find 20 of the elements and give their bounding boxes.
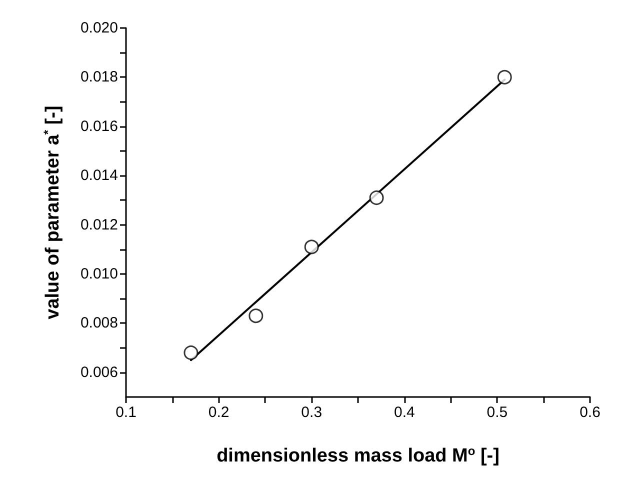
y-tick-label: 0.020 — [80, 20, 118, 36]
y-tick-label: 0.018 — [80, 68, 118, 86]
x-tick-label: 0.5 — [486, 404, 508, 421]
y-tick-label: 0.014 — [80, 167, 118, 184]
point — [497, 70, 512, 84]
y-tick-label: 0.008 — [80, 314, 118, 332]
x-tick-label: 0.6 — [580, 404, 600, 421]
y-tick-label: 0.010 — [80, 266, 118, 282]
y-tick-label: 0.016 — [80, 118, 118, 135]
x-tick-label: 0.2 — [208, 404, 230, 421]
x-tick-label: 0.4 — [394, 404, 415, 421]
point — [184, 345, 198, 360]
y-axis-title: value of parameter a* [-] — [41, 106, 64, 320]
y-tick-label: 0.012 — [80, 216, 118, 234]
y-tick-label: 0.006 — [80, 364, 118, 381]
point — [304, 240, 319, 254]
point — [369, 190, 384, 205]
x-tick-label: 0.1 — [116, 404, 136, 421]
point — [248, 308, 264, 324]
x-tick-label: 0.3 — [301, 404, 322, 421]
